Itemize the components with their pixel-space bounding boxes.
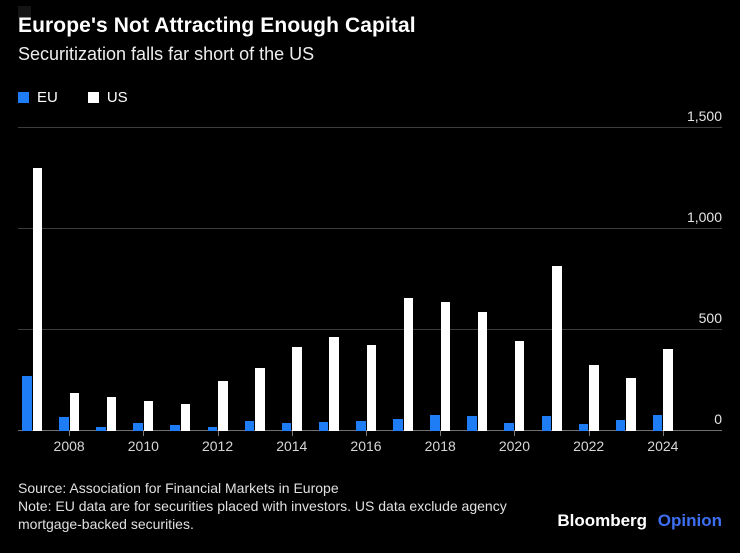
bar-eu-2022 (578, 423, 589, 431)
bar-us-2012 (218, 380, 228, 431)
x-tick-mark-2024 (662, 431, 664, 436)
legend-swatch-eu (18, 92, 29, 103)
x-tick-label-2018: 2018 (424, 438, 456, 454)
bar-us-2023 (626, 378, 636, 431)
bar-us-2008 (69, 392, 80, 431)
legend-swatch-us (87, 92, 99, 103)
bars-container (18, 128, 686, 431)
bar-us-2020 (514, 341, 525, 431)
bar-eu-2020 (504, 422, 514, 431)
x-tick-mark-2014 (291, 431, 293, 436)
x-tick-mark-2008 (69, 431, 71, 436)
bar-eu-2016 (356, 420, 366, 431)
bar-us-2021 (552, 266, 562, 431)
logo-mark (18, 6, 31, 19)
bar-us-2022 (589, 365, 599, 431)
y-tick-label-1,500: 1,500 (686, 108, 722, 124)
x-tick-mark-2018 (440, 431, 442, 436)
y-tick-label-500: 500 (698, 310, 722, 327)
x-tick-label-2020: 2020 (498, 438, 531, 454)
x-tick-label-2012: 2012 (201, 438, 234, 454)
bar-eu-2009 (96, 426, 106, 431)
bar-us-2024 (663, 349, 673, 431)
bar-eu-2021 (541, 415, 552, 431)
bar-us-2014 (292, 347, 302, 431)
legend-item-us: US (87, 89, 128, 106)
bar-us-2017 (403, 297, 414, 431)
bar-us-2018 (440, 301, 451, 431)
bar-eu-2011 (170, 424, 180, 431)
x-tick-label-2010: 2010 (127, 438, 159, 454)
bar-us-2007 (32, 168, 42, 431)
brand-bloomberg: Bloomberg (557, 511, 648, 530)
bar-eu-2018 (430, 414, 440, 431)
gridline-1000 (18, 228, 722, 229)
bar-eu-2023 (615, 419, 626, 431)
bar-eu-2012 (207, 426, 218, 431)
bar-us-2013 (255, 368, 265, 431)
bar-eu-2008 (59, 416, 69, 431)
bar-us-2010 (143, 400, 154, 431)
bar-us-2009 (106, 396, 117, 431)
bar-eu-2024 (652, 414, 663, 431)
x-tick-label-2024: 2024 (647, 438, 679, 454)
bar-us-2011 (180, 403, 191, 431)
note-text: Note: EU data are for securities placed … (18, 498, 507, 532)
bar-us-2019 (477, 311, 488, 431)
x-tick-label-2022: 2022 (573, 438, 605, 454)
chart-subtitle: Securitization falls far short of the US (18, 44, 315, 64)
chart-title: Europe's Not Attracting Enough Capital (18, 14, 416, 37)
bar-eu-2019 (467, 415, 477, 431)
gridline-500 (18, 329, 722, 330)
bar-eu-2007 (22, 376, 32, 431)
bar-eu-2017 (393, 418, 403, 431)
bar-us-2015 (329, 337, 339, 431)
x-tick-label-2016: 2016 (350, 438, 382, 454)
legend-item-eu: EU (18, 89, 58, 106)
brand-opinion: Opinion (657, 511, 722, 530)
legend: EU US (18, 89, 128, 106)
x-tick-mark-2016 (366, 431, 367, 436)
y-tick-label-1,000: 1,000 (686, 209, 722, 226)
x-tick-mark-2012 (217, 431, 219, 436)
x-tick-mark-2010 (143, 431, 145, 436)
bar-us-2016 (366, 345, 376, 431)
bar-eu-2014 (281, 422, 292, 431)
x-tick-mark-2022 (588, 431, 590, 436)
legend-label-us: US (106, 89, 128, 106)
bar-eu-2015 (318, 421, 329, 431)
bar-eu-2010 (133, 422, 143, 431)
x-tick-label-2008: 2008 (53, 438, 85, 454)
bar-eu-2013 (244, 420, 255, 431)
legend-label-eu: EU (37, 89, 58, 106)
x-tick-label-2014: 2014 (276, 438, 308, 454)
plot-area: 0 500 1,000 1,500 (18, 108, 722, 436)
y-tick-label-0: 0 (714, 411, 722, 427)
x-axis-labels: 2008 2010 2012 2014 2016 2018 2020 2022 2024 (18, 438, 686, 456)
gridline-1500 (18, 127, 722, 128)
source-text: Source: Association for Financial Market… (18, 480, 339, 496)
x-tick-mark-2020 (514, 431, 516, 436)
brand-wordmark: Bloomberg Opinion (557, 511, 722, 531)
